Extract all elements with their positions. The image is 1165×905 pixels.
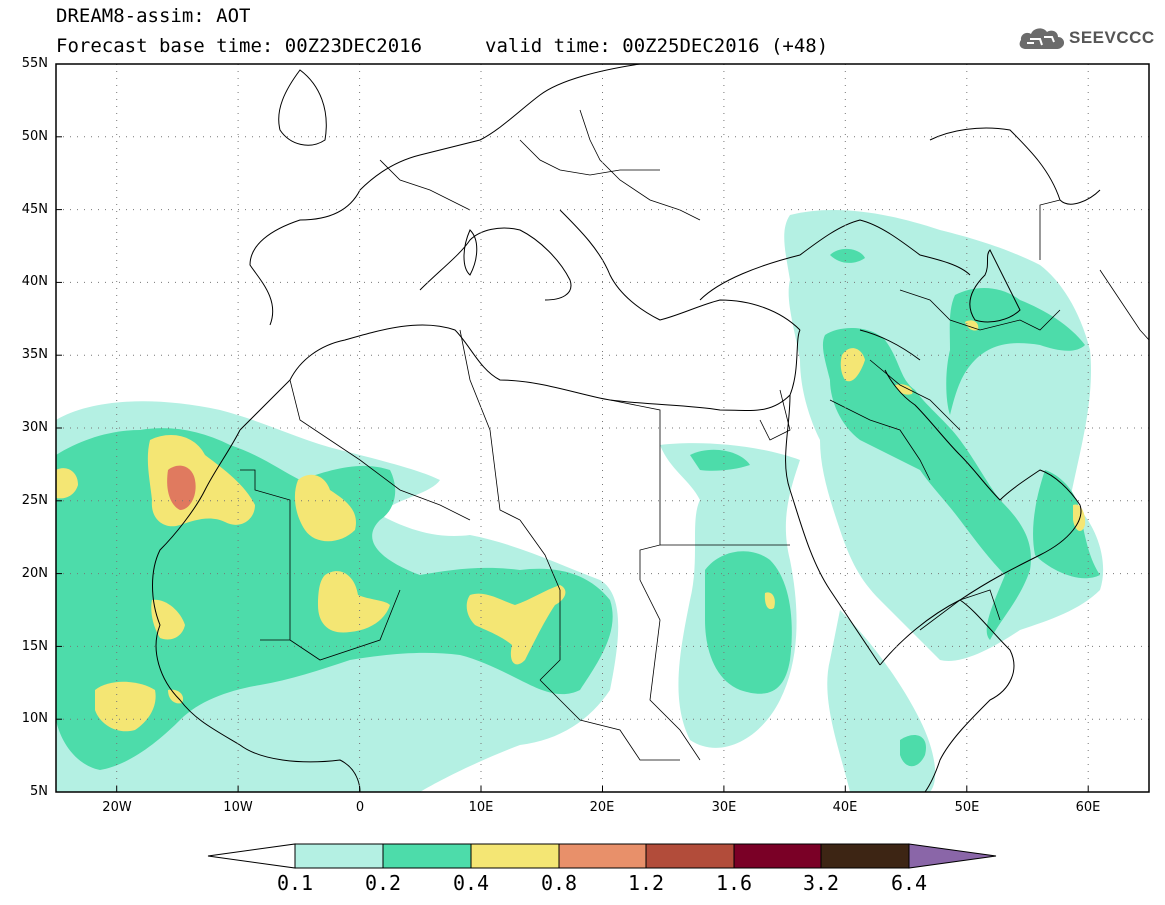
colorbar-label: 3.2	[802, 871, 840, 895]
cloud-icon	[1019, 28, 1065, 49]
lon-label: 10W	[223, 800, 253, 815]
lon-label: 20E	[589, 800, 615, 815]
lon-label: 50E	[954, 800, 980, 815]
seevccc-logo: SEEVCCC	[1018, 24, 1155, 52]
map-title: DREAM8-assim: AOT	[56, 5, 251, 27]
colorbar-label: 0.4	[452, 871, 490, 895]
colorbar-label: 0.2	[364, 871, 402, 895]
colorbar-label: 6.4	[890, 871, 928, 895]
lon-label: 10E	[468, 800, 494, 815]
lon-label: 0	[355, 800, 365, 815]
lat-label: 55N	[21, 56, 48, 71]
lat-label: 40N	[21, 274, 48, 289]
logo-text: SEEVCCC	[1069, 28, 1155, 47]
valid-time-label: valid time: 00Z25DEC2016 (+48)	[485, 35, 829, 57]
lon-label: 60E	[1075, 800, 1101, 815]
lat-label: 25N	[21, 493, 48, 508]
base-time-label: Forecast base time: 00Z23DEC2016	[56, 35, 423, 57]
tick-marks	[56, 136, 1089, 792]
coastlines	[152, 64, 1101, 792]
lat-label: 30N	[21, 420, 48, 435]
lat-label: 5N	[30, 784, 48, 799]
lat-label: 10N	[21, 711, 48, 726]
colorbar-label: 0.1	[276, 871, 314, 895]
lat-label: 20N	[21, 566, 48, 581]
lat-label: 35N	[21, 347, 48, 362]
colorbar-label: 0.8	[540, 871, 578, 895]
colorbar-label: 1.2	[627, 871, 665, 895]
colorbar-label: 1.6	[715, 871, 753, 895]
lon-label: 20W	[102, 800, 132, 815]
graticule	[56, 64, 1149, 792]
aot-contour-0.8	[167, 465, 196, 510]
lon-label: 40E	[832, 800, 858, 815]
lon-label: 30E	[711, 800, 737, 815]
lat-label: 45N	[21, 202, 48, 217]
lat-label: 50N	[21, 129, 48, 144]
lat-label: 15N	[21, 639, 48, 654]
